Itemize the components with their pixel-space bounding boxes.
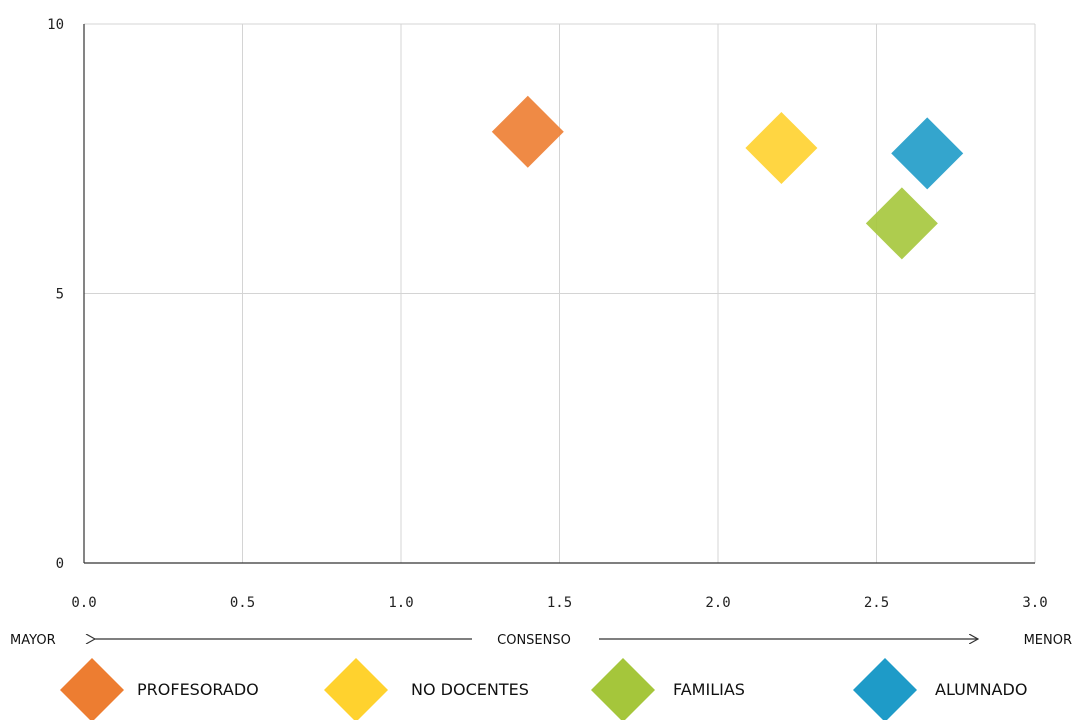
x-tick-label-6: 3.0 (1022, 595, 1047, 611)
x-tick-label-4: 2.0 (705, 595, 730, 611)
data-point-alumnado (891, 117, 964, 190)
x-tick-label-1: 0.5 (230, 595, 255, 611)
y-tick-label-1: 5 (56, 287, 64, 303)
data-point-familias (865, 187, 938, 260)
x-tick-label-2: 1.0 (388, 595, 413, 611)
axis-note-left: MAYOR (10, 633, 56, 648)
data-points (491, 95, 964, 260)
x-tick-label-5: 2.5 (864, 595, 889, 611)
y-tick-label-2: 10 (47, 17, 64, 33)
x-tick-label-3: 1.5 (547, 595, 572, 611)
legend-marker-familias (591, 658, 655, 720)
axis-note-center: CONSENSO (497, 633, 571, 648)
grid-lines (83, 23, 1036, 564)
x-tick-labels: 0.0 0.5 1.0 1.5 2.0 2.5 3.0 (71, 595, 1047, 611)
legend-marker-no-docentes (324, 658, 388, 720)
axis-note-right: MENOR (1024, 633, 1072, 648)
consensus-axis-note: MAYOR CONSENSO MENOR (10, 633, 1072, 648)
x-tick-label-0: 0.0 (71, 595, 96, 611)
legend-label-profesorado: PROFESORADO (137, 680, 259, 699)
y-tick-label-0: 0 (56, 556, 64, 572)
legend-label-alumnado: ALUMNADO (935, 680, 1027, 699)
y-tick-labels: 0 5 10 (47, 17, 64, 572)
legend-label-familias: FAMILIAS (673, 680, 745, 699)
legend-marker-alumnado (853, 658, 917, 720)
legend-marker-profesorado (60, 658, 124, 720)
legend: PROFESORADO NO DOCENTES FAMILIAS ALUMNADO (60, 658, 1027, 720)
data-point-no-docentes (745, 111, 818, 184)
axes (83, 24, 1035, 564)
data-point-profesorado (491, 95, 564, 168)
legend-label-no-docentes: NO DOCENTES (411, 680, 529, 699)
